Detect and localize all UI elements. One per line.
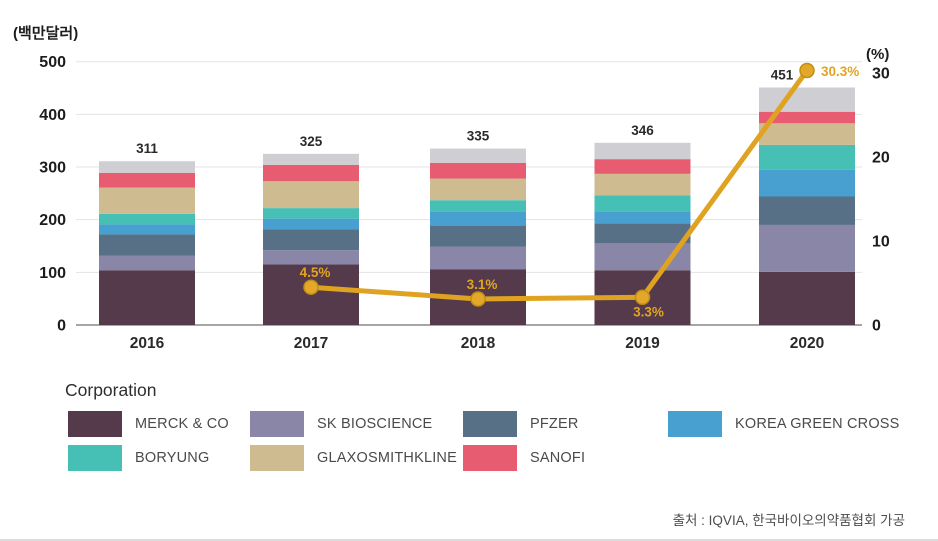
bars-layer: 311 2016 325 2017 335 2018 346 2019 451 2020 <box>99 68 855 352</box>
bar-segment <box>759 196 855 225</box>
right-axis-tick-label: 30 <box>872 66 890 83</box>
bar-segment <box>99 224 195 235</box>
legend-item-label: BORYUNG <box>135 450 210 466</box>
bar-segment <box>263 250 359 265</box>
bar-segment <box>263 218 359 230</box>
trend-point <box>799 62 815 79</box>
legend-item: MERCK & CO <box>68 411 229 437</box>
bar-segment <box>430 225 526 247</box>
bar-segment <box>759 144 855 170</box>
bar-segment <box>759 123 855 145</box>
right-axis-title: (%) <box>866 46 889 63</box>
left-axis-tick-label: 200 <box>39 212 66 229</box>
axis-text-layer: (백만달러) (%) <box>13 24 889 63</box>
left-axis-tick-label: 0 <box>57 318 66 335</box>
bar-segment <box>263 208 359 219</box>
trend-line-layer: 4.5% 3.1% 3.3% 30.3% <box>300 62 859 319</box>
bar-segment <box>99 255 195 271</box>
bar-segment <box>594 211 691 224</box>
legend-swatch <box>463 445 517 471</box>
x-axis-label: 2019 <box>625 335 660 352</box>
bar-segment <box>594 173 691 196</box>
bar-segment <box>759 111 855 124</box>
grid-layer: 0 100 200 300 400 500 0 10 20 30 <box>39 54 890 334</box>
bar-segment <box>263 181 359 209</box>
legend-swatch <box>668 411 722 437</box>
bar-segment <box>263 229 359 251</box>
left-axis-tick-label: 100 <box>39 265 66 282</box>
legend-swatch <box>250 411 304 437</box>
legend-item: PFZER <box>463 411 579 437</box>
trend-point-label: 3.3% <box>633 304 664 319</box>
bar-segment <box>99 172 195 188</box>
legend-item-label: GLAXOSMITHKLINE <box>317 450 457 466</box>
trend-line <box>308 67 810 302</box>
left-axis-title: (백만달러) <box>13 24 78 42</box>
legend-item: SK BIOSCIENCE <box>250 411 432 437</box>
bar-segment <box>759 169 855 197</box>
legend-item-label: SK BIOSCIENCE <box>317 416 433 432</box>
left-axis-tick-label: 400 <box>39 107 66 124</box>
bar-segment <box>99 213 195 225</box>
legend-item: SANOFI <box>463 445 585 471</box>
legend-item: GLAXOSMITHKLINE <box>250 445 457 471</box>
trend-point-label: 4.5% <box>300 265 331 280</box>
trend-point <box>303 279 319 295</box>
right-axis-tick-label: 10 <box>872 234 890 251</box>
source-note: 출처 : IQVIA, 한국바이오의약품협회 가공 <box>672 513 905 528</box>
right-axis-tick-label: 20 <box>872 150 890 167</box>
right-axis-tick-label: 0 <box>872 318 881 335</box>
stacked-bar-line-chart: 0 100 200 300 400 500 0 10 20 30 311 2016 325 2017 33… <box>13 24 890 352</box>
legend-item: BORYUNG <box>68 445 209 471</box>
bar-segment <box>99 234 195 256</box>
legend-title: Corporation <box>65 380 157 400</box>
legend-swatch <box>68 445 122 471</box>
x-axis-label: 2016 <box>130 335 165 352</box>
bar-segment <box>594 142 691 160</box>
bar-segment <box>99 187 195 214</box>
x-axis-label: 2018 <box>461 335 496 352</box>
x-axis-label: 2020 <box>790 335 824 352</box>
bar-total-label: 311 <box>136 141 158 156</box>
bar-segment <box>594 159 691 174</box>
bar-total-label: 451 <box>771 68 794 83</box>
bar-segment <box>430 200 526 212</box>
legend-item-label: SANOFI <box>530 450 586 466</box>
bar-segment <box>430 211 526 226</box>
bar-segment <box>99 161 195 173</box>
legend-item-label: KOREA GREEN CROSS <box>735 416 900 432</box>
bar-segment <box>759 271 855 325</box>
trend-point-label: 3.1% <box>467 277 498 292</box>
trend-point <box>470 291 486 307</box>
bar-total-label: 335 <box>467 129 490 144</box>
bar-segment <box>759 224 855 272</box>
bar-segment <box>594 195 691 212</box>
bar-segment <box>430 162 526 179</box>
bar-segment <box>263 153 359 165</box>
left-axis-tick-label: 300 <box>39 160 66 177</box>
trend-point <box>634 289 651 306</box>
legend-item-label: MERCK & CO <box>135 416 229 432</box>
legend-swatch <box>68 411 122 437</box>
x-axis-label: 2017 <box>294 335 328 352</box>
legend-swatch <box>463 411 517 437</box>
bar-total-label: 346 <box>631 123 654 138</box>
left-axis-tick-label: 500 <box>39 54 66 71</box>
bar-segment <box>99 270 195 325</box>
bar-total-label: 325 <box>300 134 323 149</box>
legend-item-label: PFZER <box>530 416 579 432</box>
bar-segment <box>594 223 691 244</box>
bar-segment <box>430 246 526 270</box>
bar-segment <box>759 87 855 112</box>
bar-segment <box>430 178 526 201</box>
legend-swatch <box>250 445 304 471</box>
trend-point-label: 30.3% <box>821 64 859 79</box>
bar-segment <box>430 148 526 163</box>
legend-item: KOREA GREEN CROSS <box>668 411 900 437</box>
bar-segment <box>263 164 359 182</box>
